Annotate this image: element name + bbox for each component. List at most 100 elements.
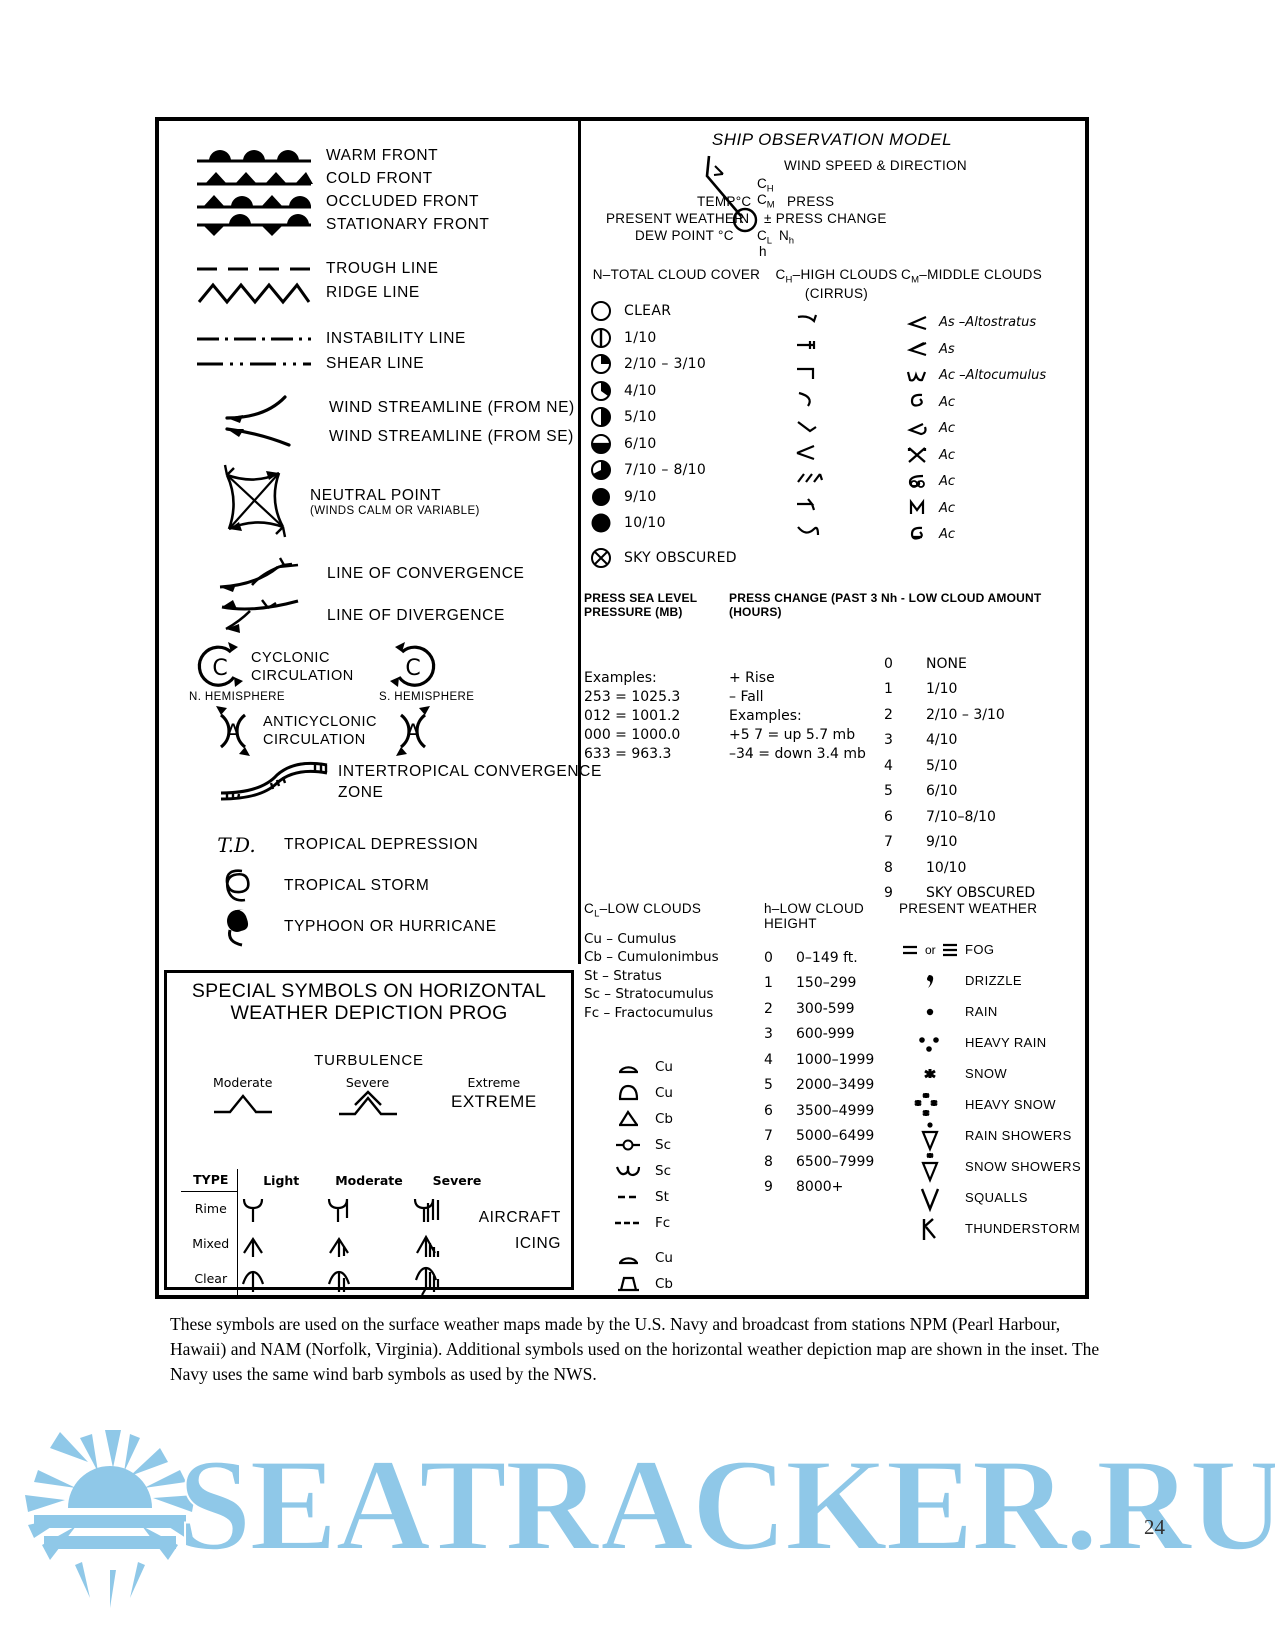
- as-altostratus-1-icon: [901, 314, 935, 332]
- low-cloud-amount-row: 7 9/10: [884, 830, 1074, 856]
- high-cloud-row: [764, 308, 909, 335]
- icing-col-moderate: Moderate: [335, 1172, 403, 1188]
- legend-label: INSTABILITY LINE: [326, 329, 466, 347]
- cirrus-6-icon: [794, 443, 824, 463]
- clear-severe-icon: [413, 1261, 501, 1296]
- trough-ridge-legend: TROUGH LINE RIDGE LINE: [194, 257, 439, 305]
- low-cloud-height-section: h–LOW CLOUD HEIGHT 0 0–149 ft. 1 150–299…: [764, 901, 919, 1200]
- rain-shower-triangle-icon: [899, 1120, 961, 1152]
- rime-severe-icon: [413, 1191, 501, 1226]
- cloud-height-row: 0 0–149 ft.: [764, 945, 919, 971]
- present-weather-label: DRIZZLE: [965, 973, 1022, 988]
- aircraft-icing-line2: ICING: [514, 1235, 561, 1252]
- legend-label: TROPICAL STORM: [284, 876, 430, 894]
- low-cloud-amount-row: 1 1/10: [884, 677, 1074, 703]
- middle-cloud-label: Ac: [939, 421, 956, 437]
- turbulence-severe: Severe: [304, 1075, 430, 1118]
- present-weather-row: THUNDERSTORM: [899, 1213, 1089, 1244]
- mixed-moderate-icon: [325, 1226, 413, 1261]
- turbulence-extreme: Extreme EXTREME: [431, 1075, 557, 1118]
- table-row: Clear: [181, 1261, 501, 1296]
- nh-label: 4/10: [926, 732, 958, 749]
- watermark-text: SEATRACKER.RU: [177, 1430, 1275, 1579]
- neutral-point-labels: NEUTRAL POINT (WINDS CALM OR VARIABLE): [310, 487, 480, 517]
- ch-code: 3: [764, 1026, 773, 1043]
- cirrus-1-icon: [794, 311, 824, 331]
- streamline-se-arrow-icon: [214, 423, 319, 451]
- low-cloud-amount-row: 2 2/10 – 3/10: [884, 702, 1074, 728]
- cloud-cover-row: 2/10 – 3/10: [584, 351, 769, 378]
- ship-h-label: h: [759, 244, 767, 259]
- warm-front-line-icon: [194, 148, 314, 164]
- fronts-legend: WARM FRONT COLD FRONT: [194, 144, 489, 236]
- high-clouds-section: CH–HIGH CLOUDS (CIRRUS): [764, 267, 909, 546]
- nh-label: 1/10: [926, 681, 958, 698]
- legend-row: SHEAR LINE: [194, 351, 466, 376]
- itcz-legend: INTERTROPICAL CONVERGENCE ZONE: [214, 761, 602, 803]
- cloud-cover-row: 10/10: [584, 510, 769, 537]
- present-weather-row: RAIN SHOWERS: [899, 1120, 1089, 1152]
- cirrus-4-icon: [794, 390, 824, 410]
- dashed-line-icon: [194, 264, 314, 274]
- aircraft-icing-line1: AIRCRAFT: [478, 1209, 561, 1226]
- as-altostratus-2-icon: [901, 340, 935, 358]
- divergence-line-icon: [209, 597, 319, 635]
- itcz-labels: INTERTROPICAL CONVERGENCE ZONE: [338, 761, 602, 803]
- cloud-cover-row: 4/10: [584, 378, 769, 405]
- st-two-dash-icon: [609, 1190, 649, 1204]
- legend-label: WARM FRONT: [326, 146, 439, 164]
- ch-label: 2000–3499: [796, 1077, 875, 1094]
- ship-wind-label: WIND SPEED & DIRECTION: [784, 158, 967, 173]
- legend-row: TYPHOON OR HURRICANE: [189, 906, 497, 947]
- middle-cloud-label: As –Altostratus: [939, 315, 1037, 331]
- high-clouds-subheader: (CIRRUS): [804, 285, 869, 301]
- ac-5-icon: [901, 420, 935, 438]
- clear-moderate-icon: [325, 1261, 413, 1296]
- nh-code: 7: [884, 834, 893, 851]
- high-cloud-row: [764, 493, 909, 520]
- nh-code: 5: [884, 783, 893, 800]
- middle-cloud-label: Ac: [939, 394, 956, 410]
- anticyclonic-circulation-n-icon: A: [203, 705, 263, 757]
- cyclonic-label-line1: CYCLONIC: [251, 650, 330, 666]
- icing-row-mixed: Mixed: [181, 1226, 238, 1261]
- circulation-legend: C CYCLONIC CIRCULATION C N. H: [189, 641, 569, 757]
- anticyclonic-label-line2: CIRCULATION: [263, 732, 366, 748]
- middle-cloud-label: As: [939, 341, 955, 357]
- high-cloud-row: [764, 440, 909, 467]
- middle-cloud-row: Ac: [901, 522, 1076, 549]
- cirrus-9-icon: [794, 523, 824, 543]
- legend-row: INSTABILITY LINE: [194, 326, 466, 351]
- pressure-example: 000 = 1000.0: [584, 727, 681, 743]
- high-clouds-header: CH–HIGH CLOUDS: [775, 267, 898, 286]
- ch-label: 0–149 ft.: [796, 949, 858, 966]
- legend-row: STATIONARY FRONT: [194, 213, 489, 236]
- turbulence-extreme-label: Extreme: [467, 1075, 521, 1090]
- cloud-cover-6-icon: [584, 459, 618, 481]
- sea-level-pressure-section: PRESS SEA LEVEL PRESSURE (MB) Examples: …: [584, 591, 884, 764]
- low-cloud-symbol-label: Fc: [655, 1215, 671, 1232]
- cirrus-3-icon: [794, 364, 824, 384]
- cloud-cover-0-icon: [584, 300, 618, 322]
- cu-arc-icon: [609, 1058, 649, 1076]
- legend-label: RIDGE LINE: [326, 284, 420, 301]
- low-cloud-symbol-row: Cu: [584, 1245, 769, 1271]
- nh-label: 10/10: [926, 859, 967, 876]
- ship-cm-label: CM: [757, 192, 775, 211]
- low-cloud-symbol-row: Sc: [584, 1158, 769, 1184]
- nh-code: 1: [884, 681, 893, 698]
- ac-6-icon: [901, 445, 935, 465]
- present-weather-row: DRIZZLE: [899, 965, 1089, 996]
- cyclonic-labels: CYCLONIC CIRCULATION: [251, 649, 354, 685]
- low-cloud-amount-row: 8 10/10: [884, 855, 1074, 881]
- present-weather-label: HEAVY SNOW: [965, 1097, 1056, 1112]
- legend-label: LINE OF CONVERGENCE: [327, 565, 525, 582]
- icing-col-severe: Severe: [432, 1172, 482, 1188]
- present-weather-row: or FOG: [899, 934, 1089, 965]
- present-weather-label: RAIN: [965, 1004, 998, 1019]
- legend-label: STATIONARY FRONT: [326, 215, 490, 233]
- ch-label: 6500–7999: [796, 1153, 875, 1170]
- present-weather-label: SNOW SHOWERS: [965, 1159, 1082, 1174]
- cloud-height-row: 2 300-599: [764, 996, 919, 1022]
- turb-extreme-text: EXTREME: [450, 1092, 537, 1111]
